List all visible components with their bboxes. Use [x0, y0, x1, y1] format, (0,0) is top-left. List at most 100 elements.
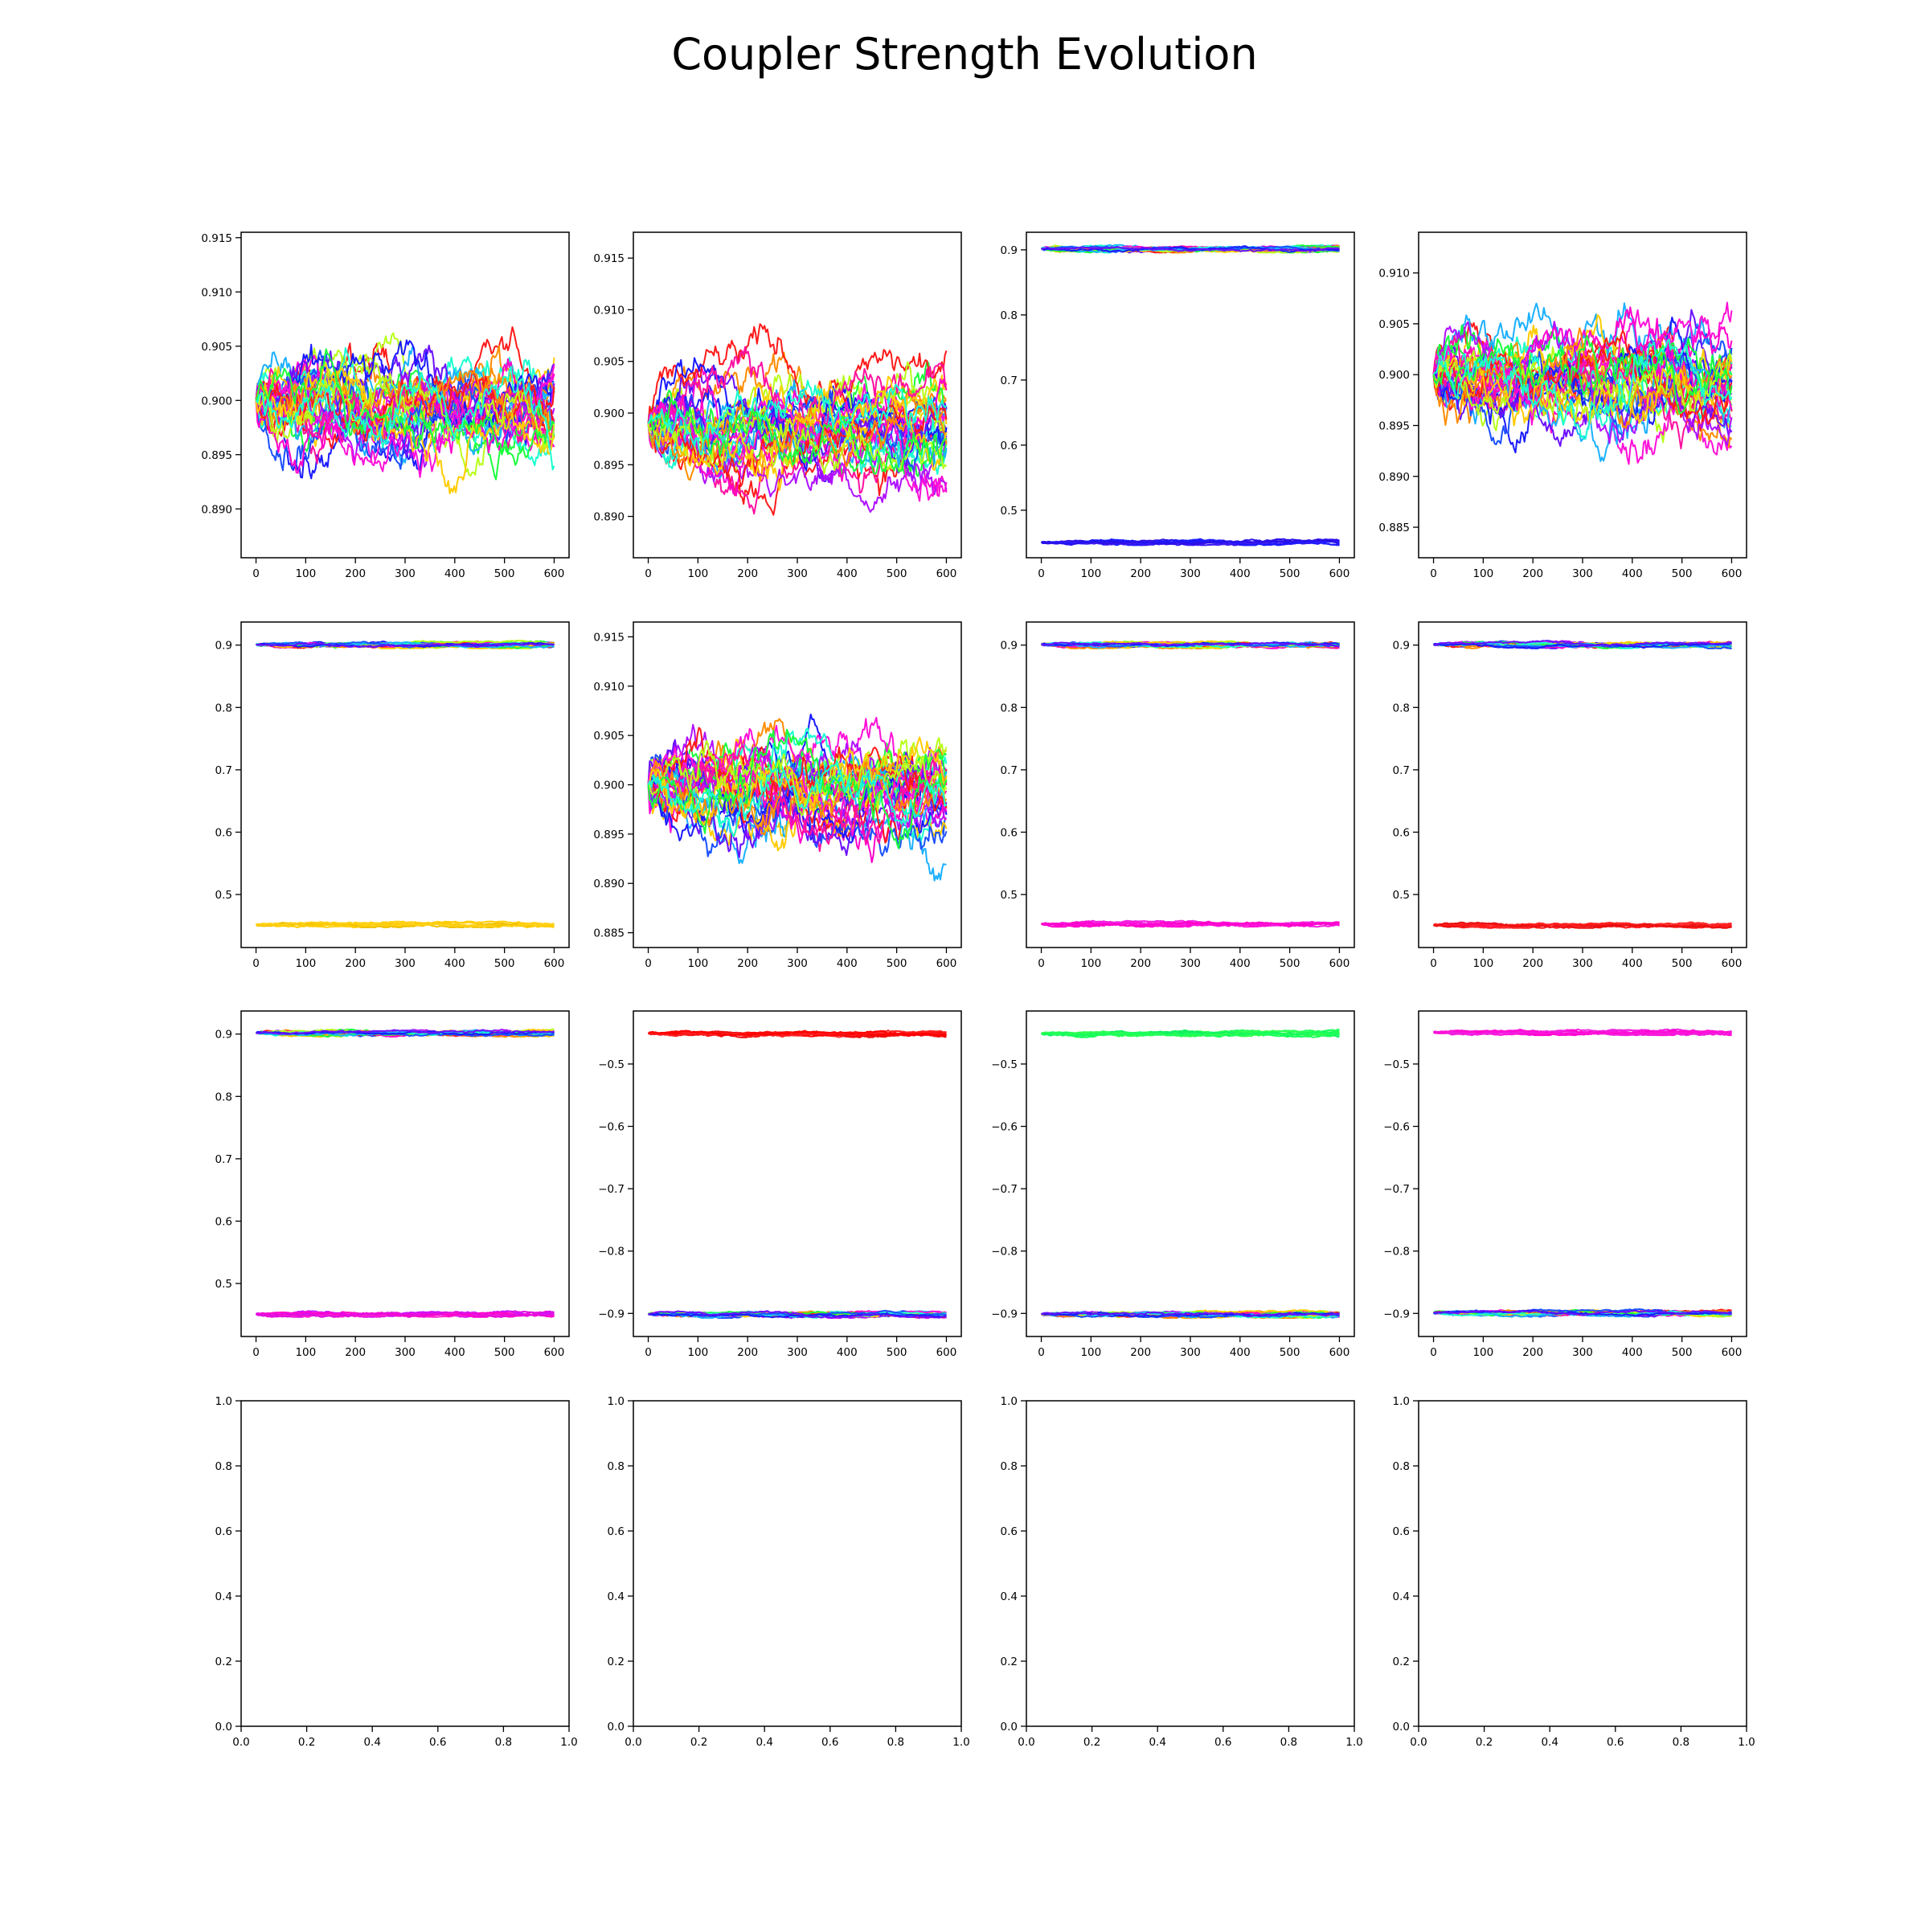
series-group	[1040, 1029, 1341, 1319]
x-tick-label: 500	[494, 957, 515, 970]
y-tick-label: 0.0	[608, 1721, 625, 1733]
x-tick-label: 600	[1722, 1346, 1743, 1359]
y-tick-label: −0.7	[598, 1183, 625, 1196]
y-tick-label: 0.885	[593, 927, 625, 940]
x-tick-label: 0	[1038, 567, 1045, 580]
y-tick-label: 0.7	[1001, 375, 1018, 387]
y-tick-label: 0.8	[215, 1091, 232, 1103]
x-tick-label: 300	[1180, 957, 1201, 970]
x-tick-label: 400	[837, 1346, 858, 1359]
y-tick-label: 0.7	[1001, 764, 1018, 777]
y-tick-label: −0.6	[1383, 1121, 1410, 1134]
y-tick-label: 0.9	[1001, 640, 1018, 653]
subplot-r3c2: 0 100 200 300 400 500 600 −0.9 −0.8 −0.7 −0.6 −0.5	[598, 1010, 962, 1359]
x-tick-label: 200	[1522, 957, 1543, 970]
x-tick-label: 600	[1722, 567, 1743, 580]
x-tick-label: 0	[645, 1346, 652, 1359]
series-line	[1433, 640, 1732, 647]
y-tick-label: 0.0	[215, 1721, 232, 1733]
subplot-r4c1: 0.0 0.2 0.4 0.6 0.8 1.0 0.0 0.2 0.4 0.6 0.8 1.0	[215, 1395, 578, 1749]
y-tick-label: 0.910	[201, 286, 232, 299]
x-tick-label: 0	[1038, 957, 1045, 970]
x-tick-label: 500	[1280, 567, 1300, 580]
axes-frame	[240, 1010, 570, 1337]
x-tick-label: 0.0	[1410, 1736, 1427, 1749]
x-tick-label: 200	[1522, 1346, 1543, 1359]
series-line	[647, 390, 948, 473]
series-line	[1432, 338, 1733, 440]
axes-frame	[1026, 1400, 1355, 1727]
y-tick-label: 0.5	[215, 889, 232, 902]
x-tick-label: 100	[1472, 1346, 1493, 1359]
series-line	[1041, 921, 1340, 928]
series-line	[647, 728, 948, 849]
y-tick-label: 0.9	[215, 640, 232, 653]
y-tick-label: 0.895	[593, 459, 625, 472]
y-tick-label: 0.7	[1393, 764, 1410, 777]
series-line	[1041, 245, 1340, 253]
x-tick-label: 100	[1080, 567, 1101, 580]
y-tick-label: 0.6	[215, 826, 232, 839]
x-tick-label: 500	[494, 567, 515, 580]
x-tick-label: 200	[737, 567, 758, 580]
x-tick-label: 0.8	[1673, 1736, 1689, 1749]
series-line	[1041, 538, 1340, 546]
x-tick-label: 300	[395, 957, 416, 970]
y-tick-label: 0.885	[1378, 522, 1410, 534]
x-tick-label: 500	[1280, 957, 1300, 970]
x-tick-label: 500	[1280, 1346, 1300, 1359]
y-tick-label: 0.915	[593, 252, 625, 265]
y-tick-label: 0.900	[593, 780, 625, 792]
subplot-r3c4: 0 100 200 300 400 500 600 −0.9 −0.8 −0.7 −0.6 −0.5	[1383, 1010, 1747, 1359]
series-line	[647, 323, 948, 424]
axes-frame	[1026, 231, 1355, 559]
y-tick-label: −0.9	[598, 1308, 625, 1320]
y-tick-label: 0.905	[201, 341, 232, 354]
series-line	[255, 921, 555, 928]
series-line	[255, 366, 555, 471]
x-tick-label: 300	[1572, 567, 1593, 580]
series-line	[647, 761, 948, 837]
subplot-r2c2: 0 100 200 300 400 500 600 0.885 0.890 0.895 0.900 0…	[593, 621, 962, 970]
y-tick-label: 0.2	[1001, 1656, 1018, 1668]
y-tick-label: −0.9	[1383, 1308, 1410, 1320]
y-tick-label: 0.0	[1393, 1721, 1410, 1733]
y-tick-label: 1.0	[608, 1395, 625, 1408]
y-tick-label: −0.9	[991, 1308, 1018, 1320]
x-tick-label: 400	[444, 567, 465, 580]
series-line	[255, 339, 555, 432]
series-group	[647, 1029, 947, 1319]
series-line	[1041, 246, 1340, 252]
series-line	[647, 1029, 947, 1037]
x-tick-label: 100	[295, 1346, 316, 1359]
series-line	[1041, 538, 1340, 546]
series-line	[1433, 1309, 1732, 1316]
y-tick-label: 0.6	[1001, 1525, 1018, 1538]
series-group	[255, 1028, 555, 1318]
x-tick-label: 200	[1130, 567, 1151, 580]
x-tick-label: 0	[252, 1346, 260, 1359]
series-line	[1041, 641, 1340, 648]
series-line	[648, 1310, 947, 1319]
x-tick-label: 600	[544, 567, 565, 580]
x-tick-label: 100	[295, 567, 316, 580]
series-line	[648, 1312, 947, 1319]
x-tick-label: 600	[936, 957, 957, 970]
y-tick-label: 0.6	[1001, 440, 1018, 452]
x-tick-label: 100	[687, 957, 708, 970]
y-tick-label: 0.8	[1393, 702, 1410, 714]
y-tick-label: 0.5	[1001, 505, 1018, 518]
series-line	[256, 920, 555, 928]
y-tick-label: 0.2	[1393, 1656, 1410, 1668]
x-tick-label: 100	[687, 1346, 708, 1359]
y-tick-label: 0.8	[1393, 1460, 1410, 1473]
y-tick-label: 0.895	[1378, 420, 1410, 432]
y-tick-label: 0.900	[1378, 369, 1410, 382]
x-tick-label: 200	[737, 957, 758, 970]
series-group	[255, 326, 555, 494]
axes-frame	[633, 1010, 962, 1337]
x-tick-label: 300	[395, 567, 416, 580]
y-tick-label: 0.6	[215, 1215, 232, 1228]
y-tick-label: −0.6	[991, 1121, 1018, 1134]
